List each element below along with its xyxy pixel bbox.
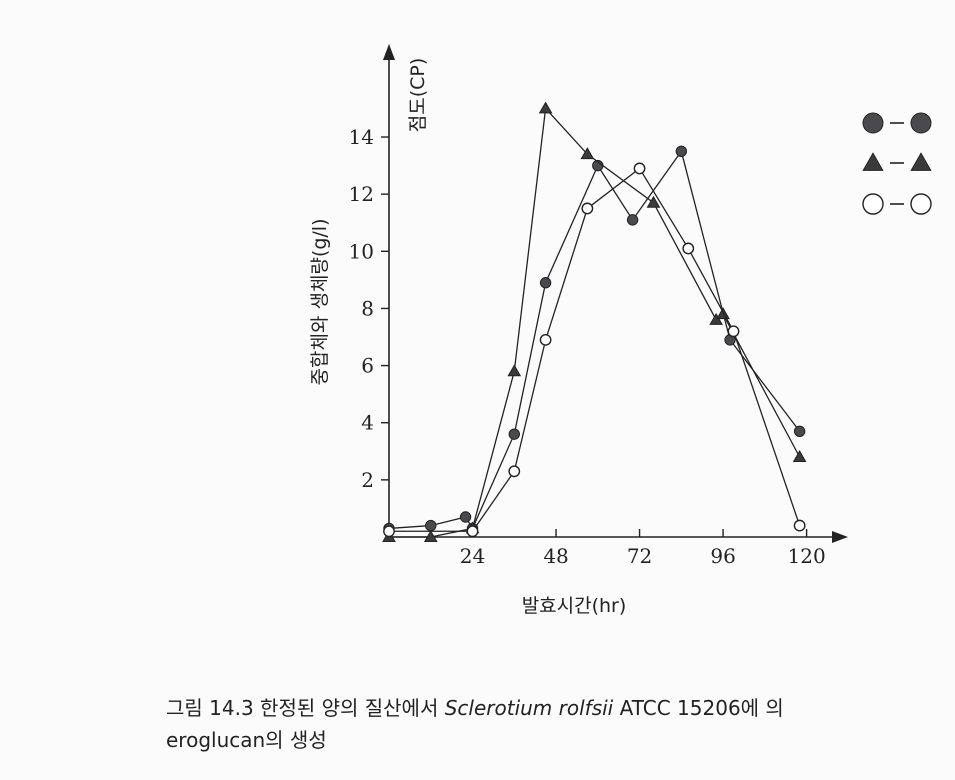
data-point-filled-triangle xyxy=(423,530,438,542)
y-tick-label: 4 xyxy=(361,411,374,435)
data-point-open-circle xyxy=(539,333,552,346)
data-point-filled-circle xyxy=(793,425,806,437)
data-point-filled-circle xyxy=(539,277,552,289)
x-tick-label: 24 xyxy=(460,544,485,568)
y-tick-label: 2 xyxy=(361,468,374,492)
x-axis-title: 발효시간(hr) xyxy=(522,595,627,617)
caption-prefix: 그림 14.3 한정된 양의 질산에서 xyxy=(166,696,445,720)
data-point-open-circle xyxy=(581,202,594,215)
caption-line-2: eroglucan의 생성 xyxy=(166,728,327,752)
data-point-filled-triangle xyxy=(646,195,661,208)
legend-marker-open-circle xyxy=(910,193,932,215)
x-ticks: 24 48 72 96 120 xyxy=(460,529,826,568)
y-axis-arrow xyxy=(383,44,395,60)
series-line-filled-circle xyxy=(388,149,801,530)
data-point-open-circle xyxy=(682,242,695,255)
legend-marker-filled-circle xyxy=(862,112,884,134)
data-point-filled-triangle xyxy=(792,450,807,462)
data-point-filled-circle xyxy=(508,428,520,440)
data-point-filled-triangle xyxy=(580,147,595,160)
y-tick-label: 10 xyxy=(349,239,374,263)
legend-marker-filled-triangle xyxy=(862,152,884,171)
data-point-filled-circle xyxy=(675,145,688,158)
legend-marker-filled-triangle xyxy=(910,152,932,171)
data-point-filled-triangle xyxy=(538,101,553,114)
y-tick-label: 12 xyxy=(349,182,374,206)
figure-caption: 그림 14.3 한정된 양의 질산에서 Sclerotium rolfsii A… xyxy=(166,684,955,780)
legend-marker-filled-circle xyxy=(910,112,932,134)
data-point-filled-circle xyxy=(626,214,639,226)
data-point-open-circle xyxy=(793,519,806,532)
y-tick-label: 6 xyxy=(361,354,374,378)
caption-suffix: ATCC 15206에 의 xyxy=(613,696,784,720)
x-axis-arrow xyxy=(832,531,848,543)
y2-axis-title: 점도(CP) xyxy=(407,58,429,133)
x-tick-label: 96 xyxy=(710,544,735,568)
data-point-open-circle xyxy=(633,162,646,175)
data-point-filled-triangle xyxy=(507,364,522,377)
y-ticks: 2 4 6 8 10 12 14 xyxy=(349,125,389,492)
x-tick-label: 120 xyxy=(788,544,826,568)
y-tick-label: 8 xyxy=(361,296,374,320)
legend xyxy=(862,112,932,215)
caption-species: Sclerotium rolfsii xyxy=(444,696,614,720)
data-point-open-circle xyxy=(383,525,395,538)
x-tick-label: 72 xyxy=(627,544,652,568)
x-tick-label: 48 xyxy=(543,544,568,568)
series-layer xyxy=(382,101,807,542)
legend-item-filled-triangle xyxy=(862,152,932,171)
caption-line-1: 그림 14.3 한정된 양의 질산에서 Sclerotium rolfsii A… xyxy=(166,684,955,732)
legend-item-open-circle xyxy=(862,193,932,215)
legend-item-filled-circle xyxy=(862,112,932,134)
y-axis-title: 중합체와 생체량(g/l) xyxy=(309,219,331,386)
data-point-open-circle xyxy=(508,465,521,478)
data-point-open-circle xyxy=(727,325,740,338)
data-point-open-circle xyxy=(466,525,479,538)
data-point-filled-circle xyxy=(459,511,472,523)
series-filled-circle xyxy=(383,145,806,535)
series-open-circle xyxy=(383,162,806,538)
data-point-filled-circle xyxy=(425,519,437,532)
legend-marker-open-circle xyxy=(862,193,884,215)
y-tick-label: 14 xyxy=(349,125,374,149)
